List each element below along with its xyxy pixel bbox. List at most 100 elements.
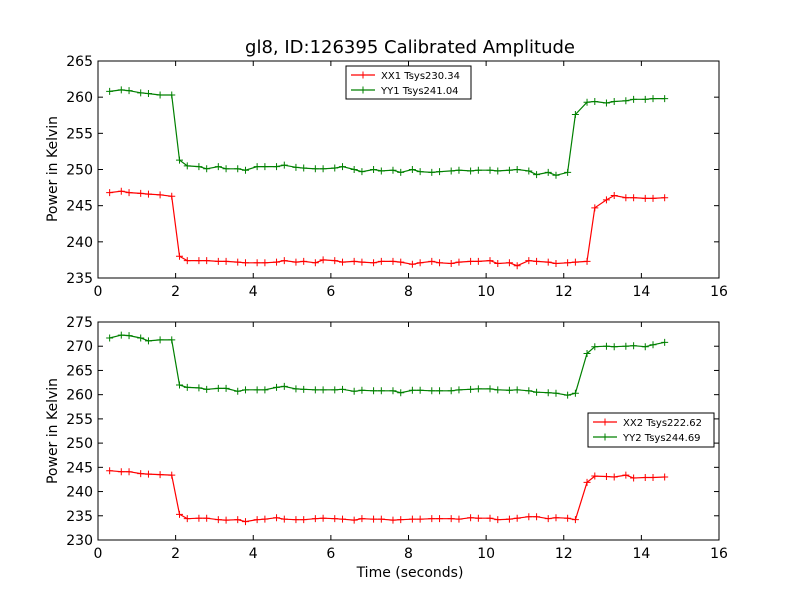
- data-point: [117, 86, 125, 94]
- data-point: [339, 515, 347, 523]
- data-point: [241, 518, 249, 526]
- legend: XX1 Tsys230.34 YY1 Tsys241.04: [345, 65, 472, 100]
- data-point: [253, 163, 261, 171]
- data-point: [195, 384, 203, 392]
- data-point: [156, 91, 164, 99]
- data-point: [311, 386, 319, 394]
- data-point: [428, 387, 436, 395]
- data-point: [533, 388, 541, 396]
- data-point: [156, 336, 164, 344]
- data-point: [416, 168, 424, 176]
- data-point: [505, 166, 513, 174]
- data-point: [156, 471, 164, 479]
- data-point: [203, 165, 211, 173]
- data-point: [168, 192, 176, 200]
- data-point: [641, 194, 649, 202]
- data-point: [447, 387, 455, 395]
- x-tick-label: 16: [710, 546, 728, 562]
- data-point: [300, 164, 308, 172]
- data-point: [552, 260, 560, 268]
- data-point: [311, 165, 319, 173]
- data-point: [571, 389, 579, 397]
- data-point: [156, 191, 164, 199]
- data-point: [494, 167, 502, 175]
- data-point: [533, 171, 541, 179]
- data-point: [222, 165, 230, 173]
- data-point: [222, 384, 230, 392]
- data-point: [106, 87, 114, 95]
- x-tick-label: 6: [326, 546, 335, 562]
- x-tick-label: 2: [171, 284, 180, 300]
- data-point: [513, 514, 521, 522]
- data-point: [610, 98, 618, 106]
- data-point: [214, 384, 222, 392]
- y-tick-label: 235: [66, 271, 93, 287]
- data-point: [610, 343, 618, 351]
- data-point: [377, 387, 385, 395]
- data-point: [641, 474, 649, 482]
- data-point: [300, 385, 308, 393]
- y-tick-label: 265: [66, 54, 93, 70]
- data-point: [183, 383, 191, 391]
- legend-label: YY2 Tsys244.69: [622, 433, 701, 444]
- data-point: [261, 386, 269, 394]
- data-point: [641, 343, 649, 351]
- y-tick-label: 270: [66, 339, 93, 355]
- data-point: [428, 168, 436, 176]
- data-point: [350, 257, 358, 265]
- data-point: [602, 196, 610, 204]
- data-point: [300, 516, 308, 524]
- data-point: [137, 470, 145, 478]
- data-point: [622, 194, 630, 202]
- data-point: [350, 516, 358, 524]
- data-point: [176, 381, 184, 389]
- data-point: [144, 190, 152, 198]
- data-point: [214, 516, 222, 524]
- data-point: [455, 166, 463, 174]
- data-point: [486, 166, 494, 174]
- data-point: [125, 468, 133, 476]
- data-point: [222, 516, 230, 524]
- data-point: [125, 332, 133, 340]
- data-point: [331, 164, 339, 172]
- data-point: [234, 165, 242, 173]
- x-tick-label: 10: [477, 546, 495, 562]
- data-point: [389, 516, 397, 524]
- data-point: [253, 386, 261, 394]
- data-point: [486, 257, 494, 265]
- data-point: [241, 166, 249, 174]
- data-point: [176, 252, 184, 260]
- data-point: [203, 514, 211, 522]
- data-point: [474, 385, 482, 393]
- data-point: [467, 257, 475, 265]
- data-point: [428, 257, 436, 265]
- data-point: [389, 166, 397, 174]
- data-point: [331, 257, 339, 265]
- axes-frame: [97, 321, 720, 541]
- data-point: [544, 168, 552, 176]
- data-point: [280, 515, 288, 523]
- y-tick-label: 255: [66, 126, 93, 142]
- data-point: [436, 515, 444, 523]
- data-point: [564, 168, 572, 176]
- y-tick-label: 245: [66, 460, 93, 476]
- data-point: [505, 259, 513, 267]
- data-point: [630, 194, 638, 202]
- data-point: [176, 156, 184, 164]
- chart-title: gl8, ID:126395 Calibrated Amplitude: [245, 37, 575, 58]
- data-point: [168, 336, 176, 344]
- data-point: [389, 387, 397, 395]
- data-point: [622, 471, 630, 479]
- y-tick-label: 230: [66, 533, 93, 549]
- data-point: [428, 515, 436, 523]
- data-point: [583, 98, 591, 106]
- data-point: [591, 204, 599, 212]
- data-point: [455, 515, 463, 523]
- data-point: [234, 387, 242, 395]
- data-point: [649, 474, 657, 482]
- data-point: [436, 387, 444, 395]
- data-point: [370, 387, 378, 395]
- data-point: [273, 383, 281, 391]
- data-point: [525, 513, 533, 521]
- data-point: [339, 258, 347, 266]
